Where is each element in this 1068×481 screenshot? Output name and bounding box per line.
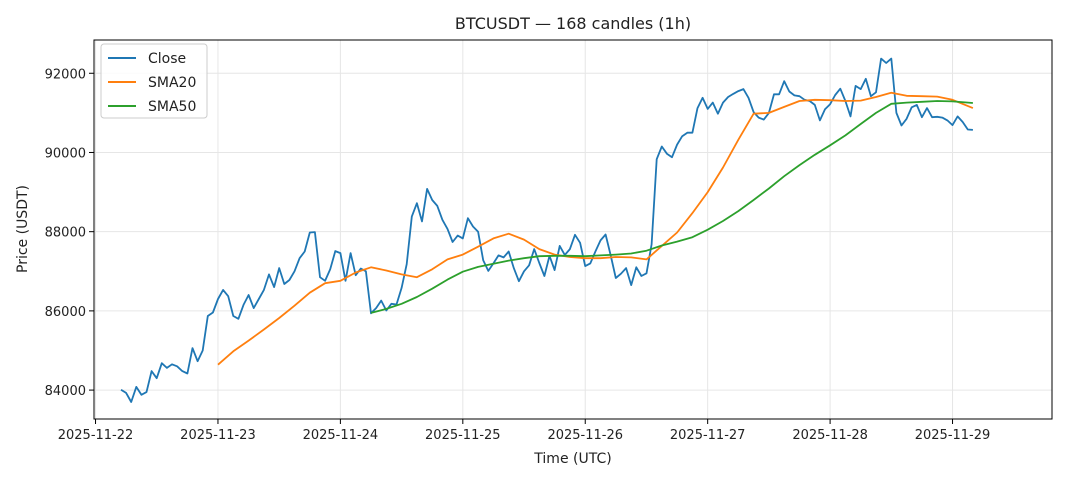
x-tick-label: 2025-11-26 [547, 428, 623, 443]
x-tick-label: 2025-11-28 [792, 428, 868, 443]
y-tick-label: 86000 [45, 305, 86, 320]
plot-frame [93, 39, 1053, 420]
y-tick-label: 88000 [45, 226, 86, 241]
x-tick-label: 2025-11-25 [425, 428, 501, 443]
legend-label-close: Close [148, 51, 186, 67]
x-tick-label: 2025-11-24 [303, 428, 379, 443]
legend-label-sma20: SMA20 [148, 75, 196, 91]
legend-label-sma50: SMA50 [148, 99, 196, 115]
chart-title: BTCUSDT — 168 candles (1h) [455, 14, 691, 33]
grid-lines [94, 40, 1052, 419]
y-tick-label: 84000 [45, 384, 86, 399]
series-layer [120, 57, 974, 403]
y-tick-label: 90000 [45, 146, 86, 161]
x-axis-title: Time (UTC) [533, 451, 611, 467]
x-tick-label: 2025-11-27 [670, 428, 746, 443]
x-tick-label: 2025-11-29 [915, 428, 991, 443]
y-axis-title: Price (USDT) [15, 185, 31, 273]
x-tick-label: 2025-11-22 [58, 428, 134, 443]
series-line-close [120, 57, 973, 403]
legend-box [100, 43, 208, 119]
x-axis-ticks: 2025-11-22 2025-11-23 2025-11-24 2025-11-25… [58, 419, 991, 443]
y-tick-label: 92000 [45, 67, 86, 82]
x-tick-label: 2025-11-23 [180, 428, 256, 443]
legend: Close SMA20 SMA50 [100, 43, 208, 119]
series-line-sma20 [217, 91, 974, 366]
y-axis-ticks: 84000 86000 88000 90000 92000 [45, 67, 94, 399]
series-line-sma50 [370, 100, 973, 314]
